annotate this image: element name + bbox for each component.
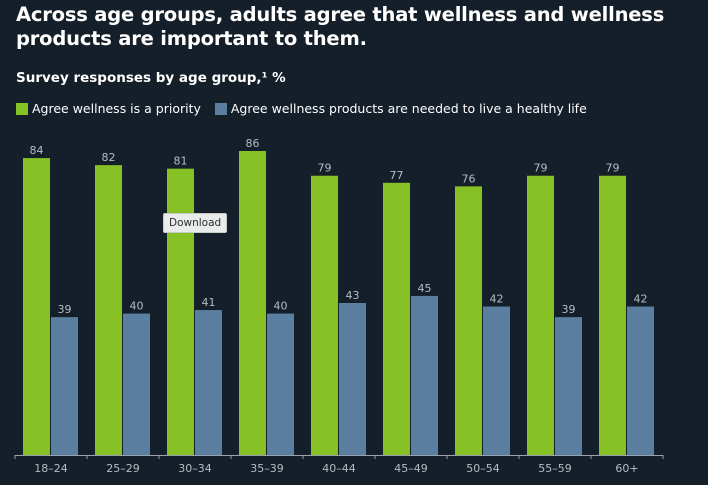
x-tick-label-0: 18–24 — [34, 462, 68, 475]
value-label-series-2-5: 45 — [418, 282, 432, 295]
x-tick-label-2: 30–34 — [178, 462, 212, 475]
value-label-series-2-1: 40 — [130, 300, 144, 313]
bar-series-2-5 — [411, 295, 438, 455]
x-tick-label-6: 50–54 — [466, 462, 500, 475]
bar-series-2-7 — [555, 317, 582, 455]
bar-series-1-7 — [527, 175, 554, 455]
value-label-series-2-8: 42 — [634, 293, 648, 306]
value-label-series-2-3: 40 — [274, 300, 288, 313]
value-label-series-2-2: 41 — [202, 296, 216, 309]
x-tick-label-8: 60+ — [615, 462, 638, 475]
bar-series-2-3 — [267, 313, 294, 455]
legend-item-series-1: Agree wellness is a priority — [16, 101, 201, 116]
value-label-series-1-3: 86 — [246, 137, 260, 150]
bar-series-1-2 — [167, 168, 194, 455]
bar-series-2-6 — [483, 306, 510, 455]
value-label-series-2-0: 39 — [58, 303, 72, 316]
legend-label-series-2: Agree wellness products are needed to li… — [230, 101, 587, 116]
value-label-series-1-5: 77 — [390, 169, 404, 182]
legend-swatch-series-2 — [214, 102, 227, 115]
x-tick-label-1: 25–29 — [106, 462, 140, 475]
x-tick-label-7: 55–59 — [538, 462, 572, 475]
bar-series-2-2 — [195, 310, 222, 455]
value-label-series-1-8: 79 — [606, 162, 620, 175]
x-tick-label-5: 45–49 — [394, 462, 428, 475]
bar-series-2-8 — [627, 306, 654, 455]
chart-subtitle: Survey responses by age group,¹ % — [16, 70, 286, 86]
bar-series-1-4 — [311, 175, 338, 455]
bar-series-1-1 — [95, 165, 122, 456]
value-label-series-1-7: 79 — [534, 162, 548, 175]
bar-series-1-5 — [383, 182, 410, 455]
bar-series-2-4 — [339, 303, 366, 455]
value-label-series-1-6: 76 — [462, 172, 476, 185]
value-label-series-2-4: 43 — [346, 289, 360, 302]
legend-item-series-2: Agree wellness products are needed to li… — [214, 101, 587, 116]
legend: Agree wellness is a priority Agree welln… — [16, 101, 601, 116]
x-tick-label-3: 35–39 — [250, 462, 284, 475]
value-label-series-1-0: 84 — [30, 144, 44, 157]
bar-series-2-1 — [123, 313, 150, 455]
bar-series-1-3 — [239, 151, 266, 455]
chart-title: Across age groups, adults agree that wel… — [16, 3, 665, 50]
value-label-series-1-2: 81 — [174, 155, 188, 168]
download-tooltip[interactable]: Download — [163, 213, 228, 233]
x-tick-label-4: 40–44 — [322, 462, 356, 475]
value-label-series-1-1: 82 — [102, 151, 116, 164]
value-label-series-1-4: 79 — [318, 162, 332, 175]
legend-swatch-series-1 — [16, 102, 28, 115]
legend-label-series-1: Agree wellness is a priority — [32, 101, 201, 116]
value-label-series-2-7: 39 — [562, 303, 576, 316]
bar-series-1-0 — [23, 158, 50, 455]
bar-series-1-6 — [455, 186, 482, 456]
bar-series-1-8 — [599, 175, 626, 455]
bar-series-2-0 — [51, 317, 78, 455]
value-label-series-2-6: 42 — [490, 293, 504, 306]
